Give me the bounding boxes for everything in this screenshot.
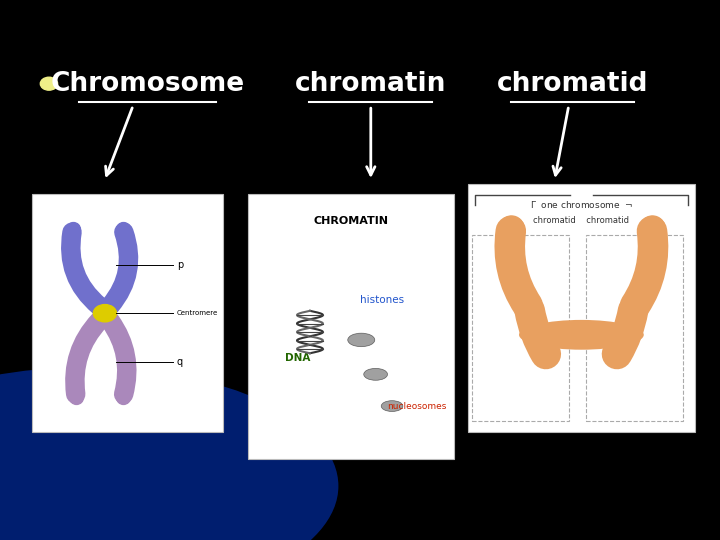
Circle shape bbox=[94, 305, 117, 322]
Text: q: q bbox=[177, 357, 183, 367]
Text: histones: histones bbox=[360, 295, 404, 305]
Ellipse shape bbox=[348, 333, 374, 347]
Text: Chromosome: Chromosome bbox=[50, 71, 245, 97]
Text: CHROMATIN: CHROMATIN bbox=[313, 216, 389, 226]
Bar bbox=[586, 235, 683, 421]
Bar bbox=[472, 235, 569, 421]
Ellipse shape bbox=[364, 368, 387, 380]
Text: DNA: DNA bbox=[285, 354, 311, 363]
Text: $\Gamma$  one chromosome  $\neg$: $\Gamma$ one chromosome $\neg$ bbox=[530, 199, 633, 210]
Text: nucleosomes: nucleosomes bbox=[387, 402, 446, 410]
Text: Centromere: Centromere bbox=[177, 310, 218, 316]
Text: chromatid    chromatid: chromatid chromatid bbox=[534, 216, 629, 225]
Ellipse shape bbox=[0, 367, 338, 540]
Text: p: p bbox=[177, 260, 183, 269]
Ellipse shape bbox=[382, 401, 403, 411]
Ellipse shape bbox=[519, 320, 644, 350]
Circle shape bbox=[40, 77, 58, 90]
Bar bbox=[468, 184, 695, 432]
Bar bbox=[32, 194, 223, 432]
Bar bbox=[248, 194, 454, 459]
Text: chromatin: chromatin bbox=[295, 71, 446, 97]
Text: chromatid: chromatid bbox=[497, 71, 648, 97]
